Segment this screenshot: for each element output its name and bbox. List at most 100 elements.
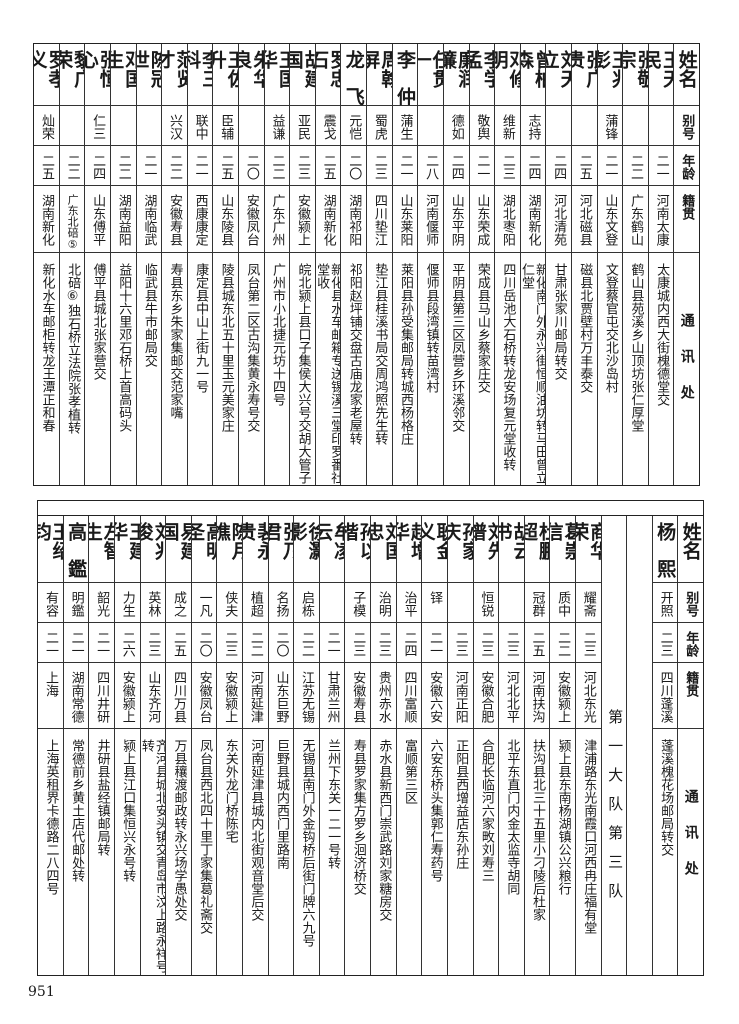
alias-cell: 力生 xyxy=(114,583,140,623)
address-text: 津浦路东光南霞口河西冉庄福有堂 xyxy=(581,739,597,934)
name-text: 杨熙 xyxy=(654,522,677,578)
name-cell: 张广贵 xyxy=(571,44,597,106)
alias-cell xyxy=(648,106,674,146)
name-text: 张恒心 xyxy=(85,50,110,88)
alias-text: 震戈 xyxy=(320,114,336,140)
table-row: 范贤才 兴汉 二二 安徽寿县 寿县东乡朱家集邮交范家嘴 xyxy=(161,44,187,485)
table-row: 李学孟 敬舆 二一 山东荣成 荣成县马山乡蔡家庄交 xyxy=(468,44,495,485)
age-text: 二五 xyxy=(218,154,234,180)
alias-cell xyxy=(319,583,345,623)
address-text: 常德前乡黄土店代邮处转 xyxy=(69,739,85,882)
age-cell: 二一 xyxy=(392,146,418,186)
origin-cell: 山东陵县 xyxy=(213,186,239,253)
origin-text: 安徽颍上 xyxy=(295,194,311,246)
age-text: 二三 xyxy=(371,154,387,180)
address-text: 寿县东乡朱家集邮交范家嘴 xyxy=(167,263,183,419)
alias-cell: 铎 xyxy=(422,583,447,623)
alias-cell xyxy=(571,106,597,146)
age-text: 二一 xyxy=(653,154,669,180)
age-cell: 二三 xyxy=(652,623,678,663)
age-text: 二三 xyxy=(222,631,238,657)
origin-cell: 四川井研 xyxy=(89,663,114,729)
origin-text: 山东巨野 xyxy=(273,671,289,723)
age-cell: 二一 xyxy=(187,146,213,186)
name-text: 邓修明 xyxy=(495,50,520,88)
alias-cell: 开照 xyxy=(652,583,678,623)
alias-cell: 治平 xyxy=(396,583,422,623)
name-text: 刘先谱 xyxy=(473,522,499,560)
address-cell: 傅平县城北张家营交 xyxy=(85,253,110,485)
alias-text: 明鑑 xyxy=(68,591,84,617)
alias-text: 仁三 xyxy=(90,114,106,140)
address-text: 新化水车邮柜转龙王潭正和春 xyxy=(39,263,55,432)
alias-text: 启栋 xyxy=(299,591,315,617)
table-row: 王天民 二一 河南太康 太康城内西大街槐德堂交 xyxy=(647,44,674,485)
origin-text: 湖北枣阳 xyxy=(499,194,515,246)
name-cell: 杜鹏超 xyxy=(524,516,550,583)
table-row: 高鑑 明鑑 二一 湖南常德 常德前乡黄土店代邮处转 xyxy=(62,516,89,975)
name-text: 王佐升 xyxy=(213,50,239,88)
origin-text: 安徽颍上 xyxy=(119,671,135,723)
alias-cell: 维新 xyxy=(495,106,520,146)
name-text: 朱华良 xyxy=(239,50,264,88)
alias-cell: 治明 xyxy=(371,583,396,623)
table-row: 耿金义铎二一 安徽六安 六安东桥头集郭仁寿药号 xyxy=(421,516,447,975)
age-cell: 二五 xyxy=(213,146,239,186)
table-row: 罗孝义 灿荣 二五 湖南新化 新化水车邮柜转龙王潭正和春 xyxy=(34,44,59,485)
name-cell: 刘先谱 xyxy=(473,516,499,583)
name-text: 高鑑 xyxy=(65,522,88,578)
table-row: 李仲 蒲生 二一 山东莱阳 莱阳县孙受集邮局转城西杨格庄 xyxy=(391,44,418,485)
address-cell: 寿县东乡朱家集邮交范家嘴 xyxy=(162,253,187,485)
origin-cell: 河南太康 xyxy=(648,186,674,253)
address-cell: 垫江县桂溪书局交周鸿照先生转 xyxy=(367,253,392,485)
table-row: 易建国 成之 二五 四川万县 万县穰渡邮政转永兴场学愚处交 xyxy=(165,516,191,975)
origin-text: 山东陵县 xyxy=(218,194,234,246)
header-name: 姓名 xyxy=(678,516,703,583)
address-text: 寿县罗家集方罗乡洄济桥交 xyxy=(350,739,366,895)
age-cell: 二三 xyxy=(371,623,396,663)
header-label: 籍贯 xyxy=(683,671,699,697)
alias-text: 蒲生 xyxy=(397,114,413,140)
address-text: 四川岳池大石桥转龙安场复元堂收转 xyxy=(500,263,516,471)
name-cell: 王兆彭 xyxy=(597,44,623,106)
address-cell: 井研县盐经镇邮局转 xyxy=(89,729,114,975)
address-text: 临武县牛市邮局交 xyxy=(141,263,157,367)
address-cell: 平阴县第三区凤营乡环溪邻交 xyxy=(444,253,469,485)
origin-text: 江苏无锡 xyxy=(299,671,315,723)
age-text: 二一 xyxy=(192,154,208,180)
age-text: 二四 xyxy=(90,154,106,180)
header-alias: 别号 xyxy=(678,583,703,623)
address-cell: 合肥长临河六家畋刘寿三 xyxy=(474,729,499,975)
table-row: 王兆彭 蒲锋 二一 山东文登 文登蔡官屯交北沙岛村 xyxy=(596,44,623,485)
address-text: 祁阳赵坪铺交盘古庙龙家老屋转 xyxy=(346,263,362,445)
name-text: 黎广荣 xyxy=(59,50,85,88)
origin-text: 四川富顺 xyxy=(401,671,417,723)
origin-text: 河南太康 xyxy=(653,194,669,246)
age-text: 二三 xyxy=(499,154,515,180)
origin-cell: 河北清苑 xyxy=(546,186,571,253)
origin-cell: 安徽合肥 xyxy=(473,663,499,729)
header-label: 籍贯 xyxy=(679,194,695,220)
roster-table-upper: 姓名别号年龄籍贯通讯处王天民二一河南太康太康城内西大街槐德堂交张敬宗③二二广东鹤… xyxy=(33,43,700,486)
name-cell: 周翰屏 xyxy=(367,44,392,106)
name-text: 牟凌云 xyxy=(319,522,345,560)
name-cell: 李学孟 xyxy=(469,44,495,106)
address-cell: 巨野县城内西门里路南 xyxy=(269,729,294,975)
name-cell: 陈月樵 xyxy=(217,516,243,583)
name-cell: 王天民 xyxy=(648,44,674,106)
name-cell: 朱华良 xyxy=(239,44,264,106)
origin-cell: 山东巨野 xyxy=(268,663,294,729)
origin-text: 四川垫江 xyxy=(371,194,387,246)
alias-cell: 韶光 xyxy=(89,583,114,623)
origin-cell: 广东广州 xyxy=(264,186,290,253)
alias-text: 成之 xyxy=(171,591,186,617)
origin-text: 广东北碚⑤ xyxy=(66,194,80,251)
name-cell: 王绍钧 xyxy=(38,516,63,583)
age-cell: 二四 xyxy=(520,146,546,186)
age-text: 二〇 xyxy=(273,631,289,657)
alias-text: 冠群 xyxy=(529,591,545,617)
table-row: 杜鹏超 冠群 二五 河南扶沟 扶沟县北三十五里小刁陵后杜家 xyxy=(523,516,550,975)
address-cell: 祁阳赵坪铺交盘古庙龙家老屋转 xyxy=(341,253,366,485)
